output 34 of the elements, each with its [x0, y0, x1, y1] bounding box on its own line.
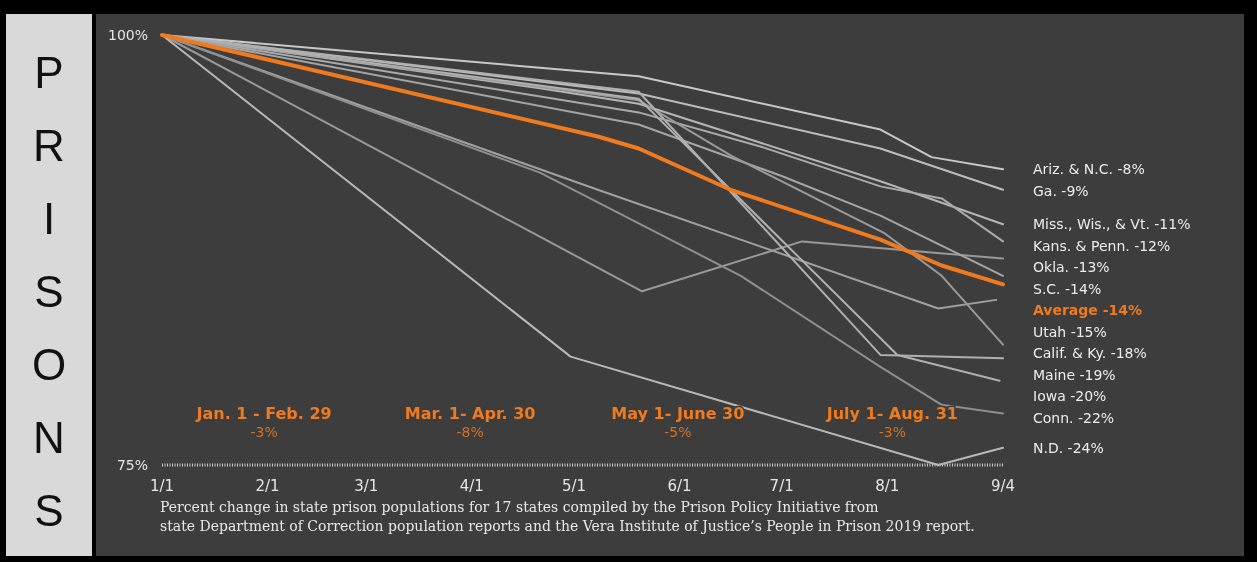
x-tick-label: 6/1 [667, 477, 692, 495]
text: Ariz. & N.C. -8% [1033, 161, 1145, 178]
text: Average -14% [1033, 302, 1143, 319]
annotation: Jan. 1 - Feb. 29 [195, 404, 332, 423]
text: Iowa -20% [1033, 388, 1107, 405]
x-tick-label: 7/1 [769, 477, 794, 495]
text: Okla. -13% [1033, 259, 1110, 276]
x-tick-label: 4/1 [459, 477, 484, 495]
annotation: -3% [878, 424, 906, 440]
x-tick-label: 5/1 [561, 477, 587, 495]
annotation: May 1- June 30 [611, 404, 745, 423]
text: N.D. -24% [1033, 439, 1104, 456]
annotation: -5% [664, 424, 692, 440]
text: Ga. -9% [1033, 182, 1089, 199]
y-tick-label: 75% [116, 457, 148, 473]
annotation: -8% [456, 424, 484, 440]
text: S.C. -14% [1033, 280, 1102, 297]
annotation: July 1- Aug. 31 [825, 404, 958, 423]
x-tick-label: 3/1 [354, 477, 379, 495]
x-tick-label: 2/1 [255, 477, 280, 495]
x-tick-label: 1/1 [149, 477, 175, 495]
text: Maine -19% [1033, 366, 1116, 383]
text: Conn. -22% [1033, 409, 1115, 426]
annotation: Mar. 1- Apr. 30 [404, 404, 536, 423]
text: PRISONS [31, 48, 67, 535]
annotation: -3% [250, 424, 278, 440]
text: Kans. & Penn. -12% [1033, 237, 1171, 254]
text: Calif. & Ky. -18% [1033, 345, 1147, 362]
text: Miss., Wis., & Vt. -11% [1033, 216, 1191, 233]
x-tick-label: 8/1 [875, 477, 900, 495]
x-tick-label: 9/4 [990, 477, 1016, 495]
text: Utah -15% [1033, 323, 1107, 340]
text: Percent change in state prison populations for 17 states compiled by the Prison Policy Initiative from state Department of Correction population reports and the Vera Institute of Justice’s People in Prison 2019 report. [160, 499, 975, 534]
y-tick-label: 100% [107, 27, 148, 43]
